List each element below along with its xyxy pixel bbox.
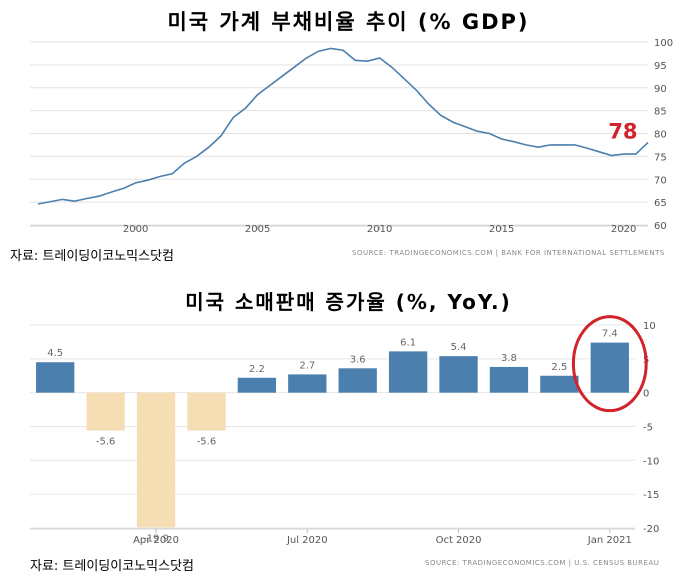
debt-y-tick-label: 65 <box>654 198 667 209</box>
retail-value-label: 4.5 <box>47 348 63 359</box>
retail-bar <box>439 356 478 393</box>
debt-ratio-x-ticks: 2000 2005 2010 2015 2020 <box>123 224 636 235</box>
debt-y-tick-label: 75 <box>654 152 667 163</box>
retail-x-tick-label: Jul 2020 <box>286 535 328 546</box>
retail-y-tick-label: -5 <box>643 423 653 434</box>
retail-y-tick-label: 10 <box>643 321 656 332</box>
retail-bar <box>388 351 428 393</box>
retail-bar <box>288 374 327 393</box>
debt-ratio-y-ticks: 60 65 70 75 80 85 90 95 100 <box>654 38 673 232</box>
debt-x-tick-label: 2015 <box>489 224 514 235</box>
retail-x-tick-label: Apr 2020 <box>133 535 179 546</box>
debt-ratio-line-chart: 2000 2005 2010 2015 2020 60 65 70 75 80 85 90 95 100… <box>30 38 673 235</box>
retail-value-label: -5.6 <box>96 437 116 448</box>
retail-bar <box>338 368 377 393</box>
retail-bar <box>86 392 125 431</box>
retail-value-label: 7.4 <box>602 329 618 340</box>
credit-top: 자료: 트레이딩이코노믹스닷컴 <box>10 249 174 264</box>
debt-ratio-series-line <box>37 47 649 205</box>
retail-bar <box>590 342 629 393</box>
debt-x-tick-label: 2010 <box>367 224 392 235</box>
retail-value-label: 2.7 <box>299 360 315 371</box>
retail-bar <box>237 377 277 393</box>
source-top: SOURCE: TRADINGECONOMICS.COM | BANK FOR … <box>352 249 665 257</box>
credit-bottom: 자료: 트레이딩이코노믹스닷컴 <box>30 559 194 574</box>
debt-ratio-gridlines <box>30 41 648 227</box>
retail-value-label: 6.1 <box>400 337 416 348</box>
retail-value-labels: 4.5 -5.6 -19.9 -5.6 2.2 2.7 3.6 6.1 5.4 3.8 2.5 7.4 <box>47 329 617 545</box>
retail-bar <box>136 392 176 528</box>
retail-value-label: -19.9 <box>143 533 169 544</box>
retail-y-tick-label: 0 <box>643 389 649 400</box>
retail-bar <box>489 366 529 393</box>
debt-y-tick-label: 80 <box>654 130 667 141</box>
retail-x-ticks: Apr 2020 Jul 2020 Oct 2020 Jan 2021 <box>133 529 632 546</box>
retail-gridlines <box>30 324 635 530</box>
retail-bar <box>36 362 75 393</box>
debt-ratio-annotation: 78 <box>608 120 637 144</box>
highlight-ellipse <box>571 315 648 413</box>
retail-value-label: 3.6 <box>350 354 366 365</box>
retail-bar <box>187 392 226 431</box>
retail-y-tick-label: -20 <box>643 524 659 535</box>
debt-x-tick-label: 2020 <box>611 224 636 235</box>
retail-bar <box>540 375 579 393</box>
source-bottom: SOURCE: TRADINGECONOMICS.COM | U.S. CENS… <box>425 559 660 567</box>
retail-y-tick-label: -15 <box>643 490 659 501</box>
debt-y-tick-label: 95 <box>654 61 667 72</box>
retail-value-label: 2.5 <box>551 362 567 373</box>
chart-title-retail-sales: 미국 소매판매 증가율 (%, YoY.) <box>185 290 512 314</box>
retail-value-label: 3.8 <box>501 353 517 364</box>
debt-y-tick-label: 60 <box>654 221 667 232</box>
retail-value-label: 2.2 <box>249 364 265 375</box>
retail-y-tick-label: -10 <box>643 456 659 467</box>
debt-y-tick-label: 85 <box>654 107 667 118</box>
debt-x-tick-label: 2005 <box>245 224 270 235</box>
retail-bars <box>36 342 629 528</box>
debt-x-tick-label: 2000 <box>123 224 148 235</box>
chart-title-debt-ratio: 미국 가계 부채비율 추이 (% GDP) <box>167 10 530 34</box>
debt-y-tick-label: 100 <box>654 38 673 49</box>
retail-value-label: -5.6 <box>197 437 217 448</box>
retail-x-tick-label: Oct 2020 <box>436 535 482 546</box>
retail-x-tick-label: Jan 2021 <box>587 535 632 546</box>
retail-value-label: 5.4 <box>451 342 467 353</box>
debt-y-tick-label: 70 <box>654 175 667 186</box>
debt-y-tick-label: 90 <box>654 84 667 95</box>
